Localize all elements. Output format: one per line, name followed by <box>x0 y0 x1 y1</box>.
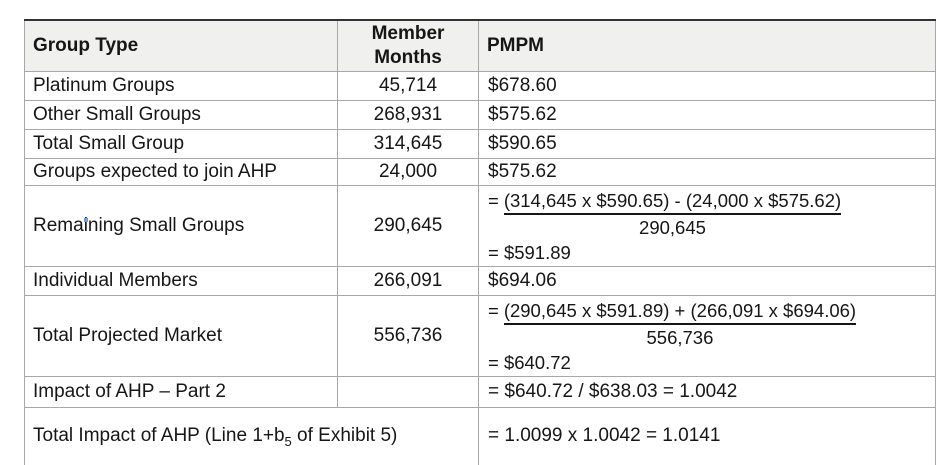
formula-equals-sign: = <box>488 300 499 321</box>
subscript-5: 5 <box>284 434 292 450</box>
cell-member-months: 314,645 <box>337 129 479 159</box>
row-remaining-small-groups: Remaining Small Groups 290,645 = (314,64… <box>24 185 936 267</box>
cell-member-months: 268,931 <box>337 100 479 130</box>
header-row: Group Type Member Months PMPM <box>24 19 936 72</box>
cell-pmpm: $575.62 <box>478 100 936 130</box>
formula-fraction: (314,645 x $590.65) - (24,000 x $575.62)… <box>503 188 842 240</box>
total-impact-label-after: of Exhibit 5) <box>291 425 398 447</box>
cell-pmpm: $694.06 <box>478 266 936 296</box>
formula-result: = $591.89 <box>488 242 571 263</box>
row-impact-of-ahp-part-2: Impact of AHP – Part 2 = $640.72 / $638.… <box>24 376 936 408</box>
blue-tittle-artifact: i <box>83 215 88 236</box>
total-impact-label-before: Total Impact of AHP (Line 1+b <box>33 425 285 447</box>
cell-group-type: Platinum Groups <box>24 71 338 101</box>
row-total-small-group: Total Small Group 314,645 $590.65 <box>24 129 936 159</box>
row-total-impact-of-ahp: Total Impact of AHP (Line 1+b5 of Exhibi… <box>24 407 936 465</box>
cell-group-type: Total Projected Market <box>24 295 338 377</box>
formula-numerator: (290,645 x $591.89) + (266,091 x $694.06… <box>503 298 857 325</box>
row-individual-members: Individual Members 266,091 $694.06 <box>24 266 936 296</box>
header-member-months-line2: Months <box>374 47 442 68</box>
cell-pmpm-formula: = (314,645 x $590.65) - (24,000 x $575.6… <box>478 185 936 267</box>
row-total-projected-market: Total Projected Market 556,736 = (290,64… <box>24 295 936 377</box>
cell-pmpm: = 1.0099 x 1.0042 = 1.0141 <box>478 407 936 465</box>
cell-group-type: Remaining Small Groups <box>24 185 338 267</box>
formula-fraction: (290,645 x $591.89) + (266,091 x $694.06… <box>503 298 857 350</box>
cell-member-months: 266,091 <box>337 266 479 296</box>
cell-group-type: Total Small Group <box>24 129 338 159</box>
formula-numerator: (314,645 x $590.65) - (24,000 x $575.62) <box>503 188 842 215</box>
ahp-impact-table: Group Type Member Months PMPM Platinum G… <box>24 19 936 465</box>
cell-group-type: Impact of AHP – Part 2 <box>24 376 338 408</box>
row-other-small-groups: Other Small Groups 268,931 $575.62 <box>24 100 936 130</box>
group-type-text-before: Rema <box>33 215 84 236</box>
group-type-text-after: ning Small Groups <box>87 215 245 236</box>
cell-member-months-empty <box>337 376 479 408</box>
cell-pmpm: = $640.72 / $638.03 = 1.0042 <box>478 376 936 408</box>
cell-pmpm: $575.62 <box>478 158 936 186</box>
row-groups-expected-to-join-ahp: Groups expected to join AHP 24,000 $575.… <box>24 158 936 186</box>
cell-member-months: 24,000 <box>337 158 479 186</box>
cell-pmpm: $590.65 <box>478 129 936 159</box>
row-platinum-groups: Platinum Groups 45,714 $678.60 <box>24 71 936 101</box>
cell-member-months: 45,714 <box>337 71 479 101</box>
formula-result: = $640.72 <box>488 352 571 373</box>
pmpm-formula: = (290,645 x $591.89) + (266,091 x $694.… <box>488 298 927 375</box>
header-pmpm: PMPM <box>478 19 936 72</box>
cell-group-type: Individual Members <box>24 266 338 296</box>
cell-group-type: Groups expected to join AHP <box>24 158 338 186</box>
cell-member-months: 290,645 <box>337 185 479 267</box>
formula-denominator: 290,645 <box>639 217 706 238</box>
header-member-months-line1: Member <box>371 23 445 44</box>
header-member-months: Member Months <box>337 19 479 72</box>
header-group-type: Group Type <box>24 19 338 72</box>
cell-member-months: 556,736 <box>337 295 479 377</box>
pmpm-formula: = (314,645 x $590.65) - (24,000 x $575.6… <box>488 188 927 265</box>
formula-denominator: 556,736 <box>646 327 714 348</box>
cell-group-type-merged: Total Impact of AHP (Line 1+b5 of Exhibi… <box>24 407 479 465</box>
cell-pmpm: $678.60 <box>478 71 936 101</box>
formula-equals-sign: = <box>488 190 499 211</box>
cell-group-type: Other Small Groups <box>24 100 338 130</box>
cell-pmpm-formula: = (290,645 x $591.89) + (266,091 x $694.… <box>478 295 936 377</box>
